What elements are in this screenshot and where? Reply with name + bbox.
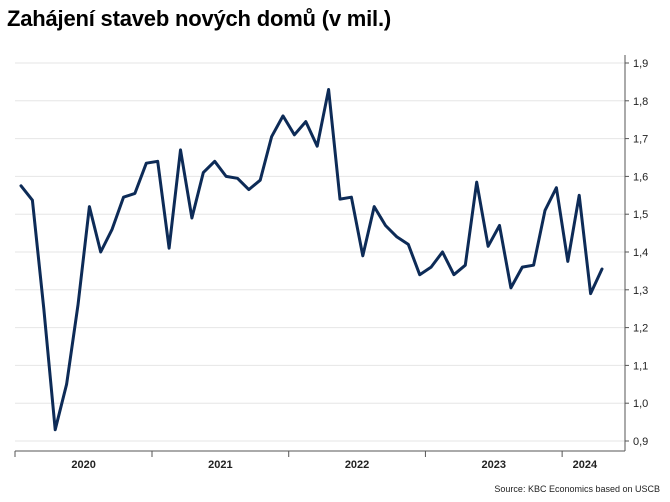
data-point: [202, 171, 205, 174]
data-point: [145, 162, 148, 165]
data-point: [156, 160, 159, 163]
data-point: [338, 198, 341, 201]
data-point: [464, 264, 467, 267]
data-point: [532, 264, 535, 267]
data-point: [373, 205, 376, 208]
data-point: [407, 243, 410, 246]
data-point: [452, 273, 455, 276]
data-point: [179, 148, 182, 151]
data-point: [578, 194, 581, 197]
x-axis: [14, 450, 625, 457]
series-line: [19, 88, 604, 432]
data-point: [601, 268, 604, 271]
data-point: [395, 235, 398, 238]
y-tick-label: 0,9: [633, 436, 648, 448]
y-axis-labels: 0,9 1,0 1,1 1,2 1,3 1,4 1,5 1,6 1,7 1,8 1,9: [633, 58, 648, 448]
data-point: [361, 254, 364, 257]
x-tick-label: 2023: [482, 459, 506, 471]
x-tick-label: 2024: [573, 459, 598, 471]
x-tick-label: 2020: [71, 459, 95, 471]
data-point: [54, 428, 57, 431]
data-point: [327, 88, 330, 91]
y-tick-label: 1,3: [633, 285, 648, 297]
data-point: [20, 184, 23, 187]
grid-lines: [15, 55, 629, 451]
data-point: [88, 205, 91, 208]
data-point: [316, 145, 319, 148]
data-point: [76, 303, 79, 306]
data-point: [168, 247, 171, 250]
x-tick-label: 2021: [208, 459, 232, 471]
x-tick-label: 2022: [345, 459, 369, 471]
data-point: [42, 307, 45, 310]
data-point: [509, 286, 512, 289]
data-point: [247, 188, 250, 191]
y-tick-label: 1,2: [633, 323, 648, 335]
data-point: [293, 133, 296, 136]
y-tick-label: 1,5: [633, 209, 648, 221]
data-point: [282, 114, 285, 117]
data-point: [475, 181, 478, 184]
data-point: [99, 251, 102, 254]
data-point: [566, 260, 569, 263]
data-point: [418, 273, 421, 276]
data-point: [544, 209, 547, 212]
data-point: [65, 383, 68, 386]
data-point: [122, 196, 125, 199]
data-point: [589, 292, 592, 295]
data-point: [236, 177, 239, 180]
y-tick-label: 1,0: [633, 398, 648, 410]
data-point: [521, 266, 524, 269]
source-note: Source: KBC Economics based on USCB: [494, 484, 660, 494]
data-point: [487, 245, 490, 248]
y-tick-label: 1,1: [633, 360, 648, 372]
y-tick-label: 1,8: [633, 96, 648, 108]
data-point: [190, 216, 193, 219]
y-tick-label: 1,4: [633, 247, 648, 259]
data-point: [225, 175, 228, 178]
y-tick-label: 1,6: [633, 171, 648, 183]
data-point: [498, 224, 501, 227]
data-point: [555, 186, 558, 189]
y-tick-label: 1,9: [633, 58, 648, 70]
data-point: [111, 228, 114, 231]
series-points: [20, 88, 604, 431]
y-tick-label: 1,7: [633, 134, 648, 146]
data-point: [304, 120, 307, 123]
x-axis-labels: 2020 2021 2022 2023 2024: [71, 459, 598, 471]
data-point: [213, 160, 216, 163]
data-point: [350, 196, 353, 199]
chart-title: Zahájení staveb nových domů (v mil.): [7, 6, 391, 31]
data-point: [31, 199, 34, 202]
data-point: [441, 251, 444, 254]
data-point: [384, 224, 387, 227]
data-point: [133, 192, 136, 195]
data-point: [270, 135, 273, 138]
data-point: [259, 179, 262, 182]
data-point: [430, 266, 433, 269]
